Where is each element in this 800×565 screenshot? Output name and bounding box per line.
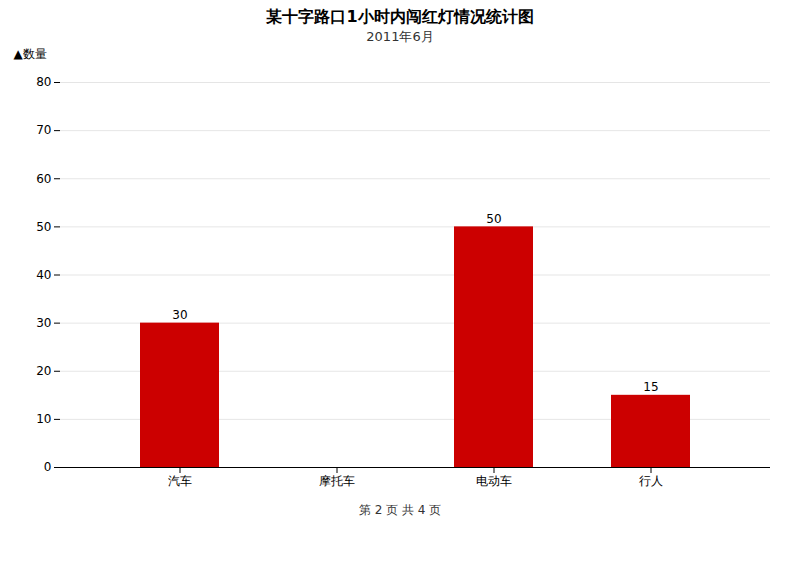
- svg-text:30: 30: [172, 308, 187, 322]
- svg-text:摩托车: 摩托车: [319, 474, 355, 488]
- html-text:第 2 页 共 4 页: 第 2 页 共 4 页: [358, 503, 442, 517]
- svg-text:▲数量: ▲数量: [14, 47, 47, 61]
- svg-text:70: 70: [36, 123, 51, 137]
- svg-text:60: 60: [36, 172, 51, 186]
- svg-text:汽车: 汽车: [168, 474, 192, 488]
- svg-text:20: 20: [36, 364, 51, 378]
- svg-text:行人: 行人: [639, 474, 663, 488]
- html-text:2011年6月: 2011年6月: [366, 29, 434, 44]
- svg-text:电动车: 电动车: [476, 474, 512, 488]
- svg-text:30: 30: [36, 316, 51, 330]
- html-text:某十字路口1小时内闯红灯情况统计图: 某十字路口1小时内闯红灯情况统计图: [266, 7, 534, 26]
- svg-text:40: 40: [36, 268, 51, 282]
- svg-text:80: 80: [36, 75, 51, 89]
- svg-text:50: 50: [486, 212, 501, 226]
- svg-text:50: 50: [36, 220, 51, 234]
- svg-text:15: 15: [643, 380, 658, 394]
- svg-text:10: 10: [36, 412, 51, 426]
- svg-text:0: 0: [44, 460, 52, 474]
